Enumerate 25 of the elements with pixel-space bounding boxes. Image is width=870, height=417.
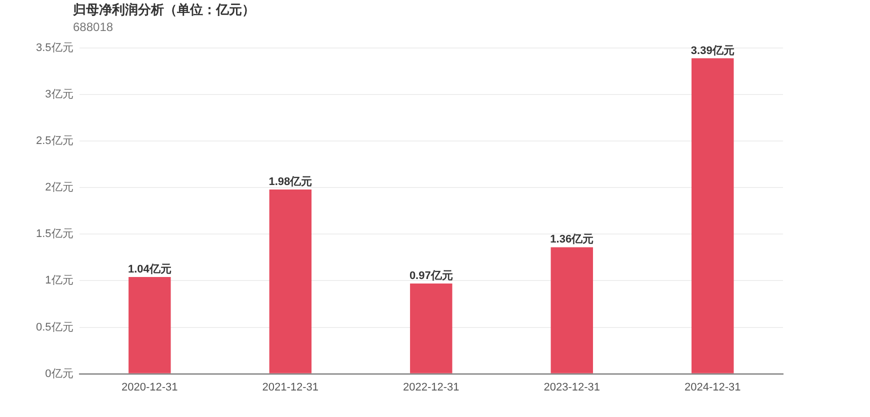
y-tick-label: 1亿元 xyxy=(45,274,74,287)
bar xyxy=(269,189,312,374)
bar xyxy=(128,276,171,374)
data-label: 1.36亿元 xyxy=(550,234,594,246)
y-tick-label: 0.5亿元 xyxy=(36,321,74,334)
data-label: 1.98亿元 xyxy=(268,176,312,188)
x-tick-label: 2024-12-31 xyxy=(684,381,741,394)
y-tick-label: 2亿元 xyxy=(45,182,74,194)
x-tick-label: 2022-12-31 xyxy=(403,381,460,394)
y-tick-label: 2.5亿元 xyxy=(36,135,74,148)
y-tick-label: 3亿元 xyxy=(45,88,74,101)
data-label: 1.04亿元 xyxy=(128,264,172,276)
y-tick-label: 0亿元 xyxy=(45,368,74,380)
bar xyxy=(550,247,593,374)
x-tick-label: 2021-12-31 xyxy=(262,381,319,394)
data-label: 0.97亿元 xyxy=(409,270,453,282)
data-label: 3.39亿元 xyxy=(690,44,734,57)
bar xyxy=(692,58,734,374)
chart-subtitle: 688018 xyxy=(73,20,114,34)
x-tick-label: 2023-12-31 xyxy=(544,381,600,394)
y-tick-label: 1.5亿元 xyxy=(36,228,74,240)
bar xyxy=(410,284,452,374)
x-tick-label: 2020-12-31 xyxy=(122,381,178,394)
y-tick-label: 3.5亿元 xyxy=(36,42,74,54)
chart-title: 归母净利润分析（单位：亿元） xyxy=(73,1,255,19)
